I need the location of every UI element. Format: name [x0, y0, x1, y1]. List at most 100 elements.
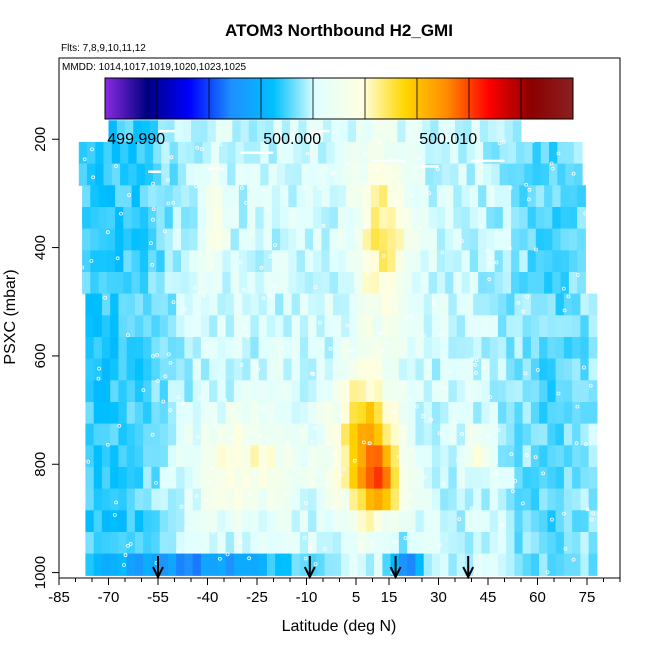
heatmap-cell [85, 510, 95, 533]
heatmap-cell [403, 228, 413, 251]
heatmap-cell [527, 207, 537, 230]
heatmap-cell [489, 510, 499, 533]
heatmap-cell [491, 142, 501, 165]
heatmap-cell [456, 337, 466, 360]
heatmap-cell [192, 553, 202, 576]
heatmap-cell [285, 163, 294, 186]
heatmap-cell [134, 293, 144, 316]
heatmap-cell [153, 142, 162, 165]
heatmap-cell [316, 510, 326, 533]
heatmap-cell [304, 228, 314, 251]
heatmap-cell [313, 272, 322, 295]
heatmap-cell [440, 445, 449, 468]
heatmap-cell [374, 402, 383, 425]
heatmap-cell [478, 207, 487, 230]
heatmap-cell [230, 272, 240, 295]
heatmap-cell [242, 315, 251, 338]
heatmap-cell [139, 228, 149, 251]
heatmap-cell [134, 445, 144, 468]
heatmap-cell [588, 358, 598, 381]
heatmap-cell [299, 423, 309, 446]
sample-point [440, 250, 445, 255]
heatmap-cell [438, 120, 448, 143]
heatmap-cell [473, 293, 482, 316]
heatmap-cell [126, 423, 136, 446]
heatmap-cell [151, 488, 161, 511]
heatmap-cell [560, 228, 570, 251]
heatmap-cell [347, 120, 357, 143]
heatmap-cell [464, 488, 474, 511]
heatmap-cell [387, 185, 397, 208]
sample-point [209, 264, 214, 269]
heatmap-cell [268, 163, 278, 186]
heatmap-cell [176, 315, 185, 338]
heatmap-cell [240, 120, 250, 143]
heatmap-cell [225, 337, 235, 360]
colorbar-ticks [156, 78, 522, 119]
heatmap-cell [247, 250, 256, 273]
heatmap-cell [247, 272, 256, 295]
heatmap-cell [156, 207, 166, 230]
heatmap-cell [199, 120, 209, 143]
heatmap-cell [415, 445, 425, 468]
heatmap-cell [398, 293, 408, 316]
sample-point [444, 386, 449, 391]
heatmap-cell [233, 488, 243, 511]
heatmap-cell [258, 423, 268, 446]
heatmap-cell [200, 467, 210, 490]
sample-point [115, 256, 120, 261]
heatmap-cell [126, 315, 136, 338]
heatmap-cell [362, 207, 372, 230]
heatmap-cell [197, 228, 207, 251]
heatmap-cell [349, 553, 359, 576]
heatmap-cell [403, 272, 413, 295]
heatmap-cell [93, 380, 103, 403]
heatmap-cell [497, 337, 507, 360]
heatmap-cell [431, 380, 441, 403]
heatmap-cell [275, 337, 284, 360]
heatmap-cell [466, 163, 476, 186]
heatmap-cell [357, 293, 367, 316]
heatmap-cell [384, 142, 393, 165]
heatmap-cell [445, 228, 454, 251]
heatmap-cell [407, 510, 416, 533]
heatmap-cell [547, 423, 557, 446]
heatmap-cell [192, 467, 202, 490]
heatmap-cell [255, 185, 265, 208]
heatmap-cell [275, 380, 284, 403]
sample-point [201, 292, 206, 297]
heatmap-cell [283, 315, 293, 338]
sample-point [141, 388, 146, 393]
heatmap-cell [555, 553, 565, 576]
sample-point [259, 265, 264, 270]
heatmap-cell [489, 467, 499, 490]
y-tick-label: 200 [32, 127, 49, 152]
sample-point [473, 370, 478, 375]
heatmap-cell [555, 315, 565, 338]
heatmap-cell [514, 337, 524, 360]
heatmap-cell [337, 185, 347, 208]
heatmap-cell [148, 272, 157, 295]
x-tick-label: 15 [381, 589, 398, 606]
sample-point [256, 367, 261, 372]
heatmap-cell [539, 315, 548, 338]
heatmap-cell [506, 423, 515, 446]
heatmap-cell [514, 293, 524, 316]
heatmap-cell [436, 185, 446, 208]
heatmap-cell [250, 315, 260, 338]
heatmap-cell [580, 315, 590, 338]
heatmap-cell [275, 553, 284, 576]
heatmap-cell [473, 380, 482, 403]
heatmap-cell [456, 532, 466, 555]
heatmap-cell [143, 510, 152, 533]
heatmap-cell [349, 488, 359, 511]
heatmap-cell [489, 380, 499, 403]
heatmap-cell [167, 445, 177, 468]
heatmap-cell [431, 488, 441, 511]
sample-point [310, 481, 315, 485]
heatmap-cell [126, 553, 136, 576]
sample-point [494, 260, 499, 265]
heatmap-cell [222, 185, 232, 208]
heatmap-cell [332, 315, 342, 338]
